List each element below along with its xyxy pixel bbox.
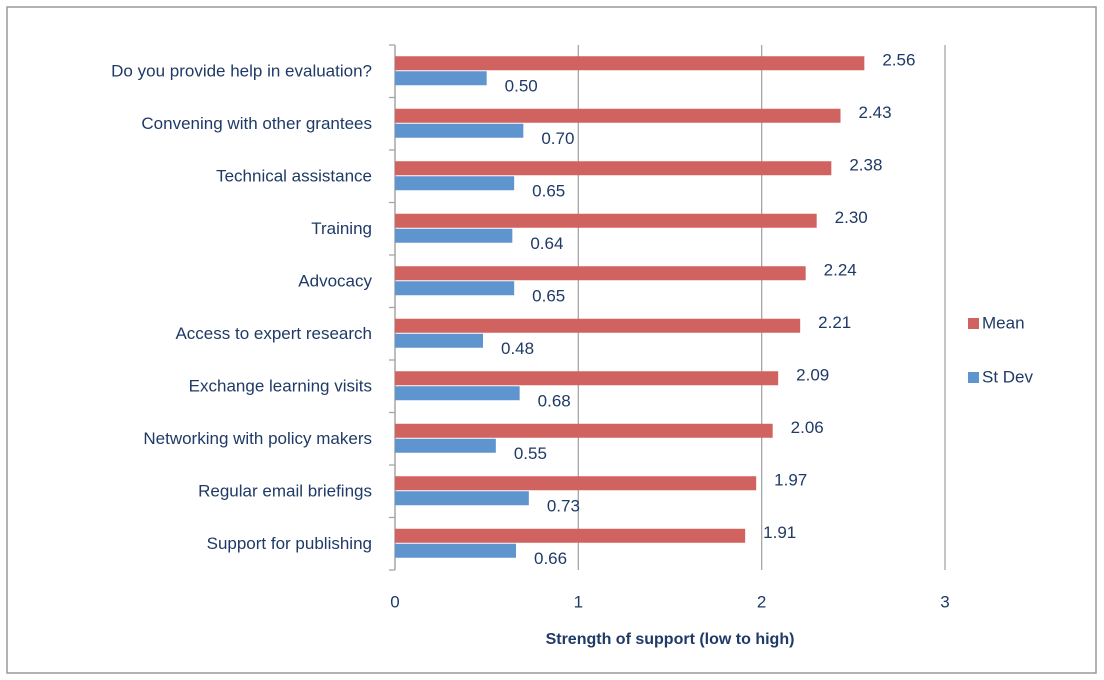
bar (395, 476, 757, 491)
bar (395, 438, 496, 453)
data-label: 0.55 (514, 444, 547, 463)
x-axis-title: Strength of support (low to high) (546, 631, 795, 648)
data-label: 2.24 (824, 261, 857, 280)
data-label: 0.64 (530, 234, 563, 253)
x-tick-label: 3 (940, 592, 949, 611)
bar (395, 333, 483, 348)
bar (395, 71, 487, 86)
data-label: 2.56 (882, 51, 915, 70)
y-tick-label: Access to expert research (175, 324, 372, 343)
data-label: 2.06 (791, 418, 824, 437)
data-label: 0.50 (505, 77, 538, 96)
y-tick-label: Training (311, 219, 372, 238)
y-tick-label: Technical assistance (216, 167, 372, 186)
data-label: 2.43 (859, 103, 892, 122)
data-label: 0.68 (538, 392, 571, 411)
data-label: 0.65 (532, 287, 565, 306)
data-label: 0.66 (534, 549, 567, 568)
bar (395, 318, 801, 333)
bar (395, 423, 773, 438)
data-label: 2.21 (818, 313, 851, 332)
bar (395, 228, 513, 243)
bar (395, 371, 779, 386)
data-label: 0.65 (532, 182, 565, 201)
data-label: 0.48 (501, 339, 534, 358)
y-tick-label: Advocacy (298, 272, 372, 291)
y-tick-label: Convening with other grantees (141, 114, 372, 133)
bar (395, 176, 515, 191)
chart-frame (6, 6, 1097, 674)
data-label: 2.09 (796, 366, 829, 385)
bar (395, 161, 832, 176)
data-label: 2.38 (849, 156, 882, 175)
data-label: 1.91 (763, 523, 796, 542)
bar (395, 386, 520, 401)
bar (395, 213, 817, 228)
bar (395, 528, 746, 543)
bar (395, 543, 516, 558)
x-tick-label: 2 (757, 592, 766, 611)
x-tick-label: 1 (574, 592, 583, 611)
y-tick-label: Regular email briefings (198, 482, 372, 501)
legend-label: Mean (982, 313, 1025, 332)
legend-label: St Dev (982, 367, 1034, 386)
data-label: 2.30 (835, 208, 868, 227)
bar (395, 266, 806, 281)
bar (395, 491, 529, 506)
bar (395, 281, 515, 296)
y-tick-label: Support for publishing (207, 534, 372, 553)
bar (395, 108, 841, 123)
bar (395, 123, 524, 138)
y-tick-label: Networking with policy makers (143, 429, 372, 448)
y-tick-label: Exchange learning visits (189, 377, 372, 396)
data-label: 0.73 (547, 497, 580, 516)
x-tick-label: 0 (390, 592, 399, 611)
legend-swatch (968, 318, 979, 329)
bar (395, 56, 865, 71)
data-label: 1.97 (774, 471, 807, 490)
data-label: 0.70 (541, 129, 574, 148)
legend-swatch (968, 372, 979, 383)
y-tick-label: Do you provide help in evaluation? (111, 62, 372, 81)
